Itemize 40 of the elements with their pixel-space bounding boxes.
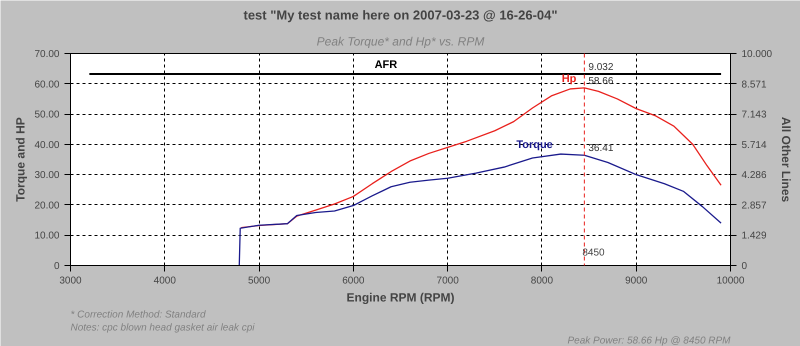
y-tick-label: 20.00: [34, 200, 60, 212]
y2-tick-label: 2.857: [742, 200, 767, 212]
ref-line-label: 8450: [582, 248, 606, 258]
y-tick-label: 10.00: [34, 230, 60, 242]
x-tick-label: 8000: [530, 276, 554, 286]
y2-tick-label: 0: [742, 261, 748, 272]
x-tick-label: 7000: [436, 276, 460, 286]
x-tick-label: 4000: [154, 276, 176, 286]
line-series: [238, 153, 722, 266]
y-tick-label: 40.00: [34, 140, 60, 151]
y2-tick-label: 1.429: [742, 230, 767, 242]
x-axis-title: Engine RPM (RPM): [346, 290, 455, 304]
chart-subtitle: Peak Torque* and Hp* vs. RPM: [316, 34, 484, 48]
y2-tick-label: 7.143: [742, 110, 767, 121]
y-tick-label: 50.00: [34, 110, 60, 121]
series-label: Hp: [562, 72, 577, 85]
y2-tick-label: 4.286: [742, 170, 767, 182]
series-label: AFR: [374, 59, 398, 72]
data-label: 58.66: [588, 76, 614, 87]
y2-axis-title: All Other Lines: [779, 116, 794, 202]
x-tick-label: 9000: [625, 276, 648, 286]
text: * Correction Method: Standard: [70, 310, 206, 320]
y-tick-label: 60.00: [34, 79, 60, 90]
y-tick-label: 70.00: [34, 49, 60, 60]
x-tick-label: 6000: [342, 276, 365, 286]
text: Peak Power: 58.66 Hp @ 8450 RPM: [567, 336, 732, 346]
y2-tick-label: 10.000: [742, 49, 773, 60]
text: Notes: cpc blown head gasket air leak cpi: [70, 322, 256, 334]
chart-title: test "My test name here on 2007-03-23 @ 16-26-04": [243, 8, 558, 22]
x-tick-label: 10000: [716, 276, 745, 286]
series-label: Torque: [516, 139, 553, 152]
y-axis-title: Torque and HP: [13, 117, 28, 202]
y2-tick-label: 5.714: [742, 140, 767, 151]
y-tick-label: 0: [54, 261, 60, 272]
y-tick-label: 30.00: [34, 170, 60, 182]
data-label: 9.032: [588, 62, 614, 74]
y2-tick-label: 8.571: [742, 79, 767, 90]
x-tick-label: 5000: [248, 276, 271, 286]
x-tick-label: 3000: [59, 276, 82, 286]
data-label: 36.41: [588, 143, 614, 154]
